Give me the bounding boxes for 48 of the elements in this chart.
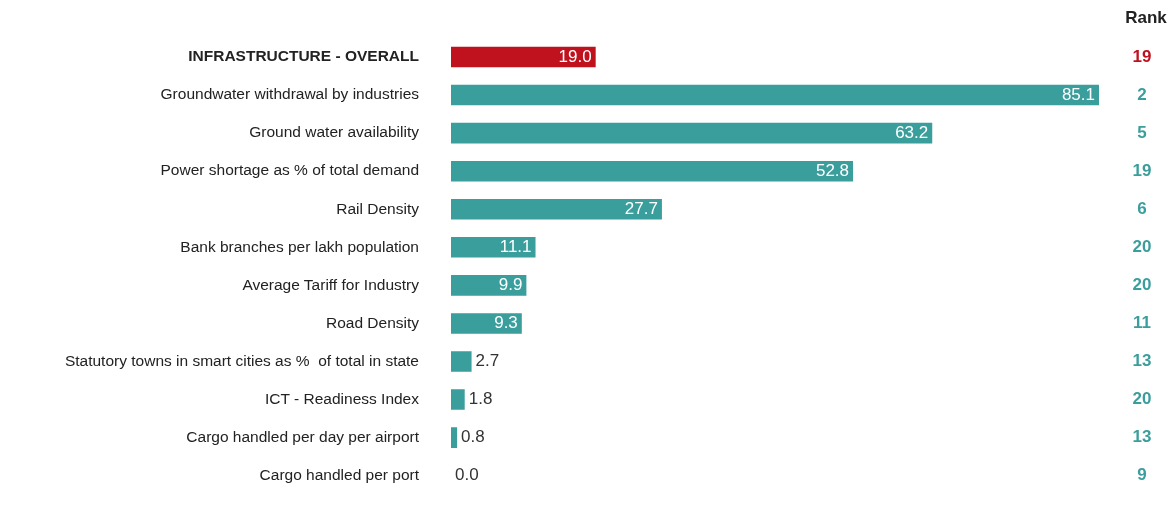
text: 5 (1137, 122, 1147, 142)
bar (451, 46, 596, 68)
y-tick-label: INFRASTRUCTURE - OVERALL (188, 47, 419, 65)
bar (451, 275, 527, 296)
data-label: 0.0 (455, 465, 479, 485)
y-tick-label: Road Density (325, 313, 420, 331)
text: 11 (1133, 313, 1151, 333)
bar (451, 198, 662, 220)
bar (451, 351, 472, 372)
bar (451, 84, 1099, 106)
y-tick-label: Ground water availability (249, 123, 420, 141)
data-label: 63.2 (895, 122, 929, 142)
bar (451, 389, 465, 410)
y-tick-label: Bank branches per lakh population (180, 237, 419, 255)
y-tick-label: Power shortage as % of total demand (160, 161, 419, 179)
text: 13 (1132, 351, 1152, 371)
text: 6 (1137, 198, 1147, 218)
data-label: 27.7 (624, 198, 658, 218)
y-tick-label: Statutory towns in smart cities as % of total in state (64, 351, 419, 369)
y-tick-label: Average Tariff for Industry (242, 275, 420, 293)
y-tick-label: Groundwater withdrawal by industries (160, 85, 420, 103)
data-label: 9.3 (494, 313, 518, 333)
text: 19 (1132, 160, 1152, 180)
data-label: 1.8 (468, 389, 493, 409)
y-tick-label: ICT - Readiness Index (265, 389, 420, 407)
text: 20 (1132, 389, 1152, 409)
data-label: 11.1 (499, 237, 532, 257)
text: 19 (1132, 46, 1152, 66)
text: 2 (1137, 84, 1147, 104)
y-tick-label: Cargo handled per port (259, 465, 420, 483)
text: 9 (1137, 465, 1147, 485)
y-tick-label: Cargo handled per day per airport (186, 427, 420, 445)
data-label: 52.8 (815, 160, 850, 180)
data-label: 85.1 (1061, 84, 1095, 104)
text: 20 (1132, 275, 1152, 295)
bar (451, 160, 854, 182)
text: 13 (1132, 427, 1152, 447)
bar (451, 427, 458, 448)
data-label: 2.7 (475, 351, 500, 371)
data-label: 0.8 (461, 427, 485, 447)
data-label: 19.0 (558, 46, 592, 66)
bar (451, 237, 536, 258)
text: 20 (1132, 237, 1152, 257)
bar (451, 122, 933, 144)
data-label: 9.9 (498, 275, 523, 295)
y-tick-label: Rail Density (336, 199, 420, 217)
bar (451, 313, 522, 334)
text: Rank (1125, 7, 1168, 27)
